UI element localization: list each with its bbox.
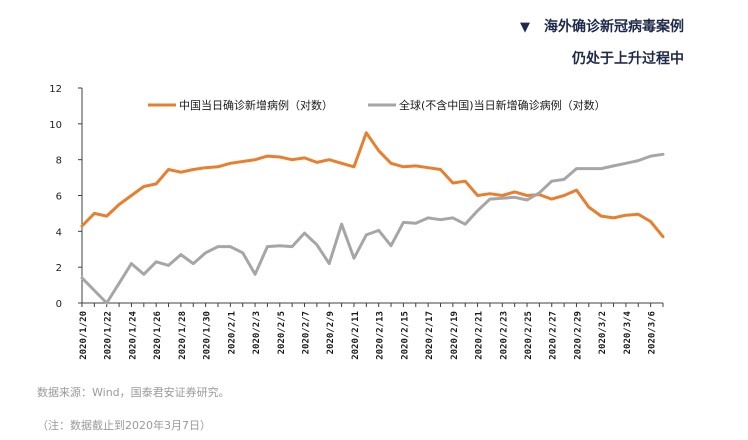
x-tick-label: 2020/2/13 bbox=[376, 311, 386, 360]
global-series-line bbox=[80, 152, 665, 305]
x-tick-label: 2020/1/20 bbox=[79, 311, 89, 360]
triangle-down-icon: ▼ bbox=[520, 20, 530, 35]
x-tick-label: 2020/2/25 bbox=[524, 311, 534, 360]
y-tick-label: 4 bbox=[56, 227, 62, 238]
source-note: 数据来源：Wind，国泰君安证券研究。 bbox=[37, 386, 230, 399]
china-series-line bbox=[80, 131, 665, 239]
x-tick-label: 2020/2/9 bbox=[326, 311, 336, 354]
x-tick-label: 2020/1/30 bbox=[203, 311, 213, 360]
x-tick-label: 2020/2/17 bbox=[425, 311, 435, 360]
x-tick-label: 2020/1/26 bbox=[153, 311, 163, 360]
y-tick-label: 0 bbox=[56, 299, 62, 310]
chart-caption-line2: 仍处于上升过程中 bbox=[572, 51, 684, 67]
x-tick-label: 2020/3/2 bbox=[598, 311, 608, 354]
legend-label-global: 全球(不含中国)当日新增确诊病例（对数） bbox=[399, 98, 606, 112]
x-tick-label: 2020/1/28 bbox=[178, 311, 188, 360]
x-tick-label: 2020/2/29 bbox=[573, 311, 583, 360]
y-tick-label: 8 bbox=[56, 156, 62, 167]
x-tick-label: 2020/2/7 bbox=[302, 311, 312, 354]
chart-caption-line1: ▼ 海外确诊新冠病毒案例 bbox=[520, 16, 684, 36]
y-tick-label: 6 bbox=[56, 192, 62, 203]
x-tick-label: 2020/1/22 bbox=[104, 311, 114, 360]
date-note: （注：数据截止到2020年3月7日） bbox=[37, 419, 211, 432]
x-tick-label: 2020/2/21 bbox=[475, 311, 485, 360]
x-tick-label: 2020/2/5 bbox=[277, 311, 287, 354]
x-tick-label: 2020/2/11 bbox=[351, 311, 361, 360]
x-tick-label: 2020/3/6 bbox=[648, 311, 658, 354]
y-tick-label: 10 bbox=[49, 120, 62, 131]
y-tick-label: 2 bbox=[56, 263, 62, 274]
y-tick-label: 12 bbox=[49, 84, 62, 95]
x-tick-label: 2020/2/19 bbox=[450, 311, 460, 360]
x-tick-label: 2020/2/15 bbox=[400, 311, 410, 360]
x-tick-label: 2020/2/3 bbox=[252, 311, 262, 354]
x-tick-label: 2020/2/27 bbox=[549, 311, 559, 360]
x-tick-label: 2020/1/24 bbox=[128, 310, 138, 359]
legend-label-china: 中国当日确诊新增病例（对数） bbox=[179, 98, 333, 112]
x-tick-label: 2020/2/1 bbox=[227, 311, 237, 354]
x-tick-label: 2020/3/4 bbox=[623, 310, 633, 354]
caption-text-1: 海外确诊新冠病毒案例 bbox=[544, 19, 684, 35]
x-tick-label: 2020/2/23 bbox=[499, 311, 509, 360]
